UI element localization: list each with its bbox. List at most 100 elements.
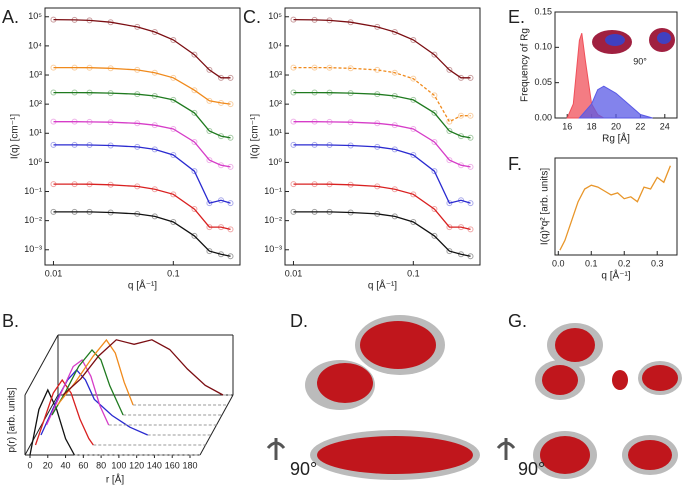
x-axis-label: q [Å⁻¹] <box>368 279 397 292</box>
inset-label: 90° <box>633 56 647 66</box>
rotation-icon <box>266 438 286 460</box>
y-tick-label: 10⁻¹ <box>264 186 282 196</box>
fit-line <box>293 66 471 123</box>
y-tick-label: 10⁰ <box>268 157 282 167</box>
domain <box>317 436 473 474</box>
y-tick-label: 10³ <box>29 69 42 79</box>
y-axis-label: p(r) [arb. units] <box>7 387 18 452</box>
fit-line <box>53 183 231 231</box>
data-point <box>431 232 438 239</box>
x-tick-label: 140 <box>147 460 162 470</box>
x-tick-label: 0.1 <box>167 268 180 278</box>
x-axis-label: q [Å⁻¹] <box>128 279 157 292</box>
data-point <box>170 36 177 43</box>
x-tick-label: 120 <box>129 460 144 470</box>
x-tick-label: 0.1 <box>407 268 420 278</box>
y-tick-label: 10⁻² <box>24 215 42 225</box>
panel-label: G. <box>508 311 527 331</box>
x-tick-label: 0.01 <box>45 268 63 278</box>
fit-line <box>293 121 471 168</box>
data-point <box>191 109 198 116</box>
pr-curve <box>29 388 75 456</box>
x-tick-label: 24 <box>660 121 670 131</box>
data-point <box>191 139 198 146</box>
y-tick-label: 10² <box>29 99 42 109</box>
data-point <box>431 92 438 99</box>
fit-line <box>53 144 231 204</box>
y-axis-label: Frequency of Rg <box>520 28 531 102</box>
fit-line <box>559 165 672 251</box>
fit-line <box>293 183 471 231</box>
rotation-label: 90° <box>290 459 317 479</box>
rotation-label: 90° <box>518 459 545 479</box>
structure-d <box>266 315 480 480</box>
domain <box>555 328 595 362</box>
domain <box>642 365 678 391</box>
y-axis-label: I(q)*q² [arb. units] <box>540 168 551 245</box>
data-point <box>347 65 354 72</box>
panel-label: D. <box>290 311 308 331</box>
data-point <box>191 51 198 58</box>
pr-curve <box>45 359 110 426</box>
x-tick-label: 0.1 <box>585 258 598 268</box>
data-point <box>391 28 398 35</box>
domain <box>605 34 625 46</box>
pr-curve <box>62 339 224 396</box>
x-tick-label: 0.3 <box>651 258 664 268</box>
x-tick-label: 18 <box>587 121 597 131</box>
x-tick-label: 0.2 <box>618 258 631 268</box>
data-point <box>446 118 453 125</box>
x-tick-label: 0.01 <box>285 268 303 278</box>
data-point <box>446 66 453 73</box>
y-tick-label: 0.15 <box>534 6 552 16</box>
data-point <box>410 218 417 225</box>
y-tick-label: 0.00 <box>534 112 552 122</box>
data-point <box>410 151 417 158</box>
rotation-icon <box>496 438 516 460</box>
data-point <box>170 151 177 158</box>
y-tick-label: 10⁻³ <box>24 244 42 254</box>
fit-line <box>293 144 471 204</box>
x-tick-label: 20 <box>611 121 621 131</box>
panel-label: B. <box>2 311 19 331</box>
y-tick-label: 10⁵ <box>28 11 42 21</box>
x-tick-label: 0.0 <box>552 258 565 268</box>
data-point <box>410 75 417 82</box>
y-tick-label: 0.10 <box>534 42 552 52</box>
pr-curve <box>51 349 124 416</box>
data-point <box>191 232 198 239</box>
panel-label: A. <box>2 7 19 27</box>
y-tick-label: 10⁻² <box>264 215 282 225</box>
data-point <box>431 168 438 175</box>
y-tick-label: 10⁴ <box>28 40 42 50</box>
fit-line <box>53 91 231 139</box>
fit-line <box>53 66 231 105</box>
y-tick-label: 10¹ <box>269 128 282 138</box>
data-point <box>391 69 398 76</box>
pr-curve <box>56 338 134 406</box>
x-tick-label: 100 <box>111 460 126 470</box>
y-tick-label: 10¹ <box>29 128 42 138</box>
data-point <box>431 206 438 213</box>
x-tick-label: 180 <box>182 460 197 470</box>
x-tick-label: 40 <box>61 460 71 470</box>
y-tick-label: 10⁻³ <box>264 244 282 254</box>
data-point <box>431 139 438 146</box>
panel-label: F. <box>508 154 522 174</box>
data-point <box>206 248 213 255</box>
y-axis-label: I(q) [cm⁻¹] <box>10 114 21 159</box>
x-tick-label: 16 <box>562 121 572 131</box>
domain <box>317 363 373 403</box>
domain <box>540 436 590 474</box>
data-point <box>431 109 438 116</box>
box-edge <box>24 394 59 456</box>
domain <box>628 440 672 470</box>
data-point <box>206 157 213 164</box>
x-tick-label: 20 <box>43 460 53 470</box>
data-point <box>410 36 417 43</box>
panel-label: C. <box>243 7 261 27</box>
plot-frame <box>554 157 678 256</box>
plot-frame <box>284 7 481 266</box>
structure-g <box>496 323 682 479</box>
